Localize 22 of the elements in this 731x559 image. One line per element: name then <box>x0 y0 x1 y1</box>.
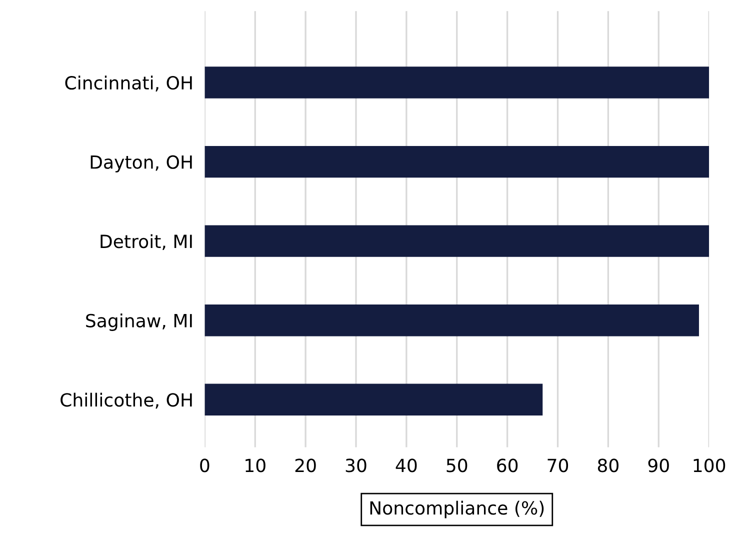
x-tick-label: 40 <box>396 458 417 472</box>
x-tick-label: 90 <box>648 458 669 472</box>
x-tick-label: 80 <box>598 458 618 472</box>
bar <box>204 146 710 178</box>
x-tick-label: 70 <box>548 458 568 472</box>
x-tick-label: 20 <box>295 458 316 472</box>
bar <box>204 66 710 98</box>
x-tick-label: 100 <box>694 458 726 472</box>
bar <box>204 304 699 336</box>
x-axis-title: Noncompliance (%) <box>370 500 544 518</box>
y-tick-label: Cincinnati, OH <box>65 76 192 92</box>
y-tick-label: Saginaw, MI <box>86 314 192 331</box>
y-tick-label: Chillicothe, OH <box>60 392 192 409</box>
x-tick-label: 60 <box>497 458 518 472</box>
x-tick-label: 50 <box>446 458 468 472</box>
bar <box>204 225 710 257</box>
x-tick-label: 10 <box>246 458 266 472</box>
x-tick-label: 0 <box>200 458 210 472</box>
y-tick-label: Dayton, OH <box>90 155 192 172</box>
x-tick-label: 30 <box>346 458 366 472</box>
bar <box>204 384 543 416</box>
y-tick-label: Detroit, MI <box>100 234 192 250</box>
